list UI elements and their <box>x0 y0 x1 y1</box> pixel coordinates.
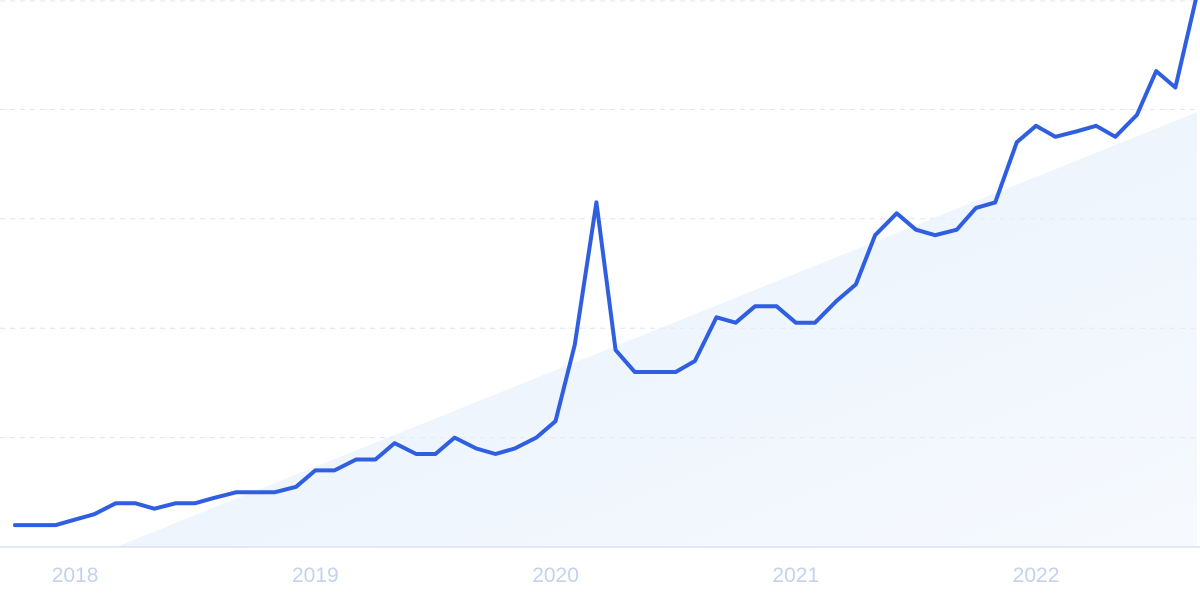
x-tick-label: 2020 <box>532 564 579 587</box>
x-tick-label: 2019 <box>292 564 339 587</box>
trend-area-fill <box>115 112 1197 547</box>
series-line <box>13 0 1198 528</box>
series-layer <box>13 0 1198 528</box>
x-tick-label: 2018 <box>52 564 99 587</box>
x-tick-label: 2021 <box>772 564 819 587</box>
x-axis: 2018 2019 2020 2021 2022 <box>0 546 1200 587</box>
x-tick-label: 2022 <box>1013 564 1060 587</box>
trend-area <box>115 112 1197 547</box>
